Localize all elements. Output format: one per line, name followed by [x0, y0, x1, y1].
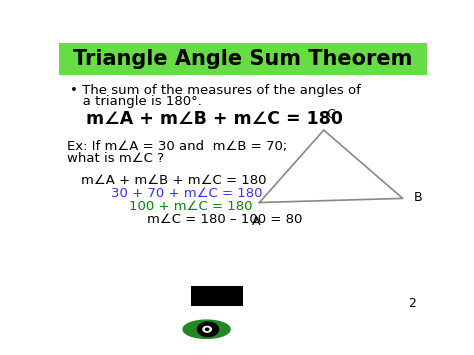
Text: m∠A + m∠B + m∠C = 180: m∠A + m∠B + m∠C = 180 [74, 110, 343, 127]
Text: 100 + m∠C = 180: 100 + m∠C = 180 [129, 200, 253, 213]
Text: Ex: If m∠A = 30 and  m∠B = 70;: Ex: If m∠A = 30 and m∠B = 70; [66, 140, 287, 153]
Text: m∠A + m∠B + m∠C = 180: m∠A + m∠B + m∠C = 180 [82, 174, 267, 187]
Text: a triangle is 180°.: a triangle is 180°. [70, 95, 202, 108]
Polygon shape [176, 319, 231, 340]
Polygon shape [206, 328, 209, 331]
Text: Triangle Angle Sum Theorem: Triangle Angle Sum Theorem [73, 49, 412, 69]
Text: • The sum of the measures of the angles of: • The sum of the measures of the angles … [70, 84, 361, 97]
Polygon shape [198, 322, 219, 337]
FancyBboxPatch shape [59, 43, 427, 75]
Text: m∠C = 180 – 100 = 80: m∠C = 180 – 100 = 80 [147, 213, 303, 226]
Text: what is m∠C ?: what is m∠C ? [66, 152, 164, 165]
FancyBboxPatch shape [191, 286, 243, 306]
Text: B: B [414, 191, 422, 203]
Text: C: C [326, 108, 335, 120]
Polygon shape [183, 320, 230, 338]
Text: 30 + 70 + m∠C = 180: 30 + 70 + m∠C = 180 [110, 187, 262, 200]
Polygon shape [203, 326, 211, 332]
Text: 2: 2 [408, 297, 416, 311]
Text: A: A [252, 215, 260, 228]
